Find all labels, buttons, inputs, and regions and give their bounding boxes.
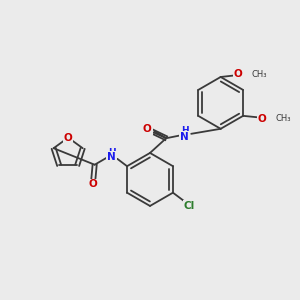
Text: O: O bbox=[89, 179, 98, 190]
Text: N: N bbox=[180, 132, 189, 142]
Text: O: O bbox=[234, 69, 243, 79]
Text: N: N bbox=[107, 152, 116, 162]
Text: O: O bbox=[258, 114, 267, 124]
Text: O: O bbox=[64, 133, 73, 142]
Text: H: H bbox=[108, 148, 115, 157]
Text: H: H bbox=[181, 126, 188, 135]
Text: CH₃: CH₃ bbox=[275, 114, 291, 123]
Text: CH₃: CH₃ bbox=[252, 70, 267, 79]
Text: O: O bbox=[143, 124, 152, 134]
Text: Cl: Cl bbox=[184, 201, 195, 211]
